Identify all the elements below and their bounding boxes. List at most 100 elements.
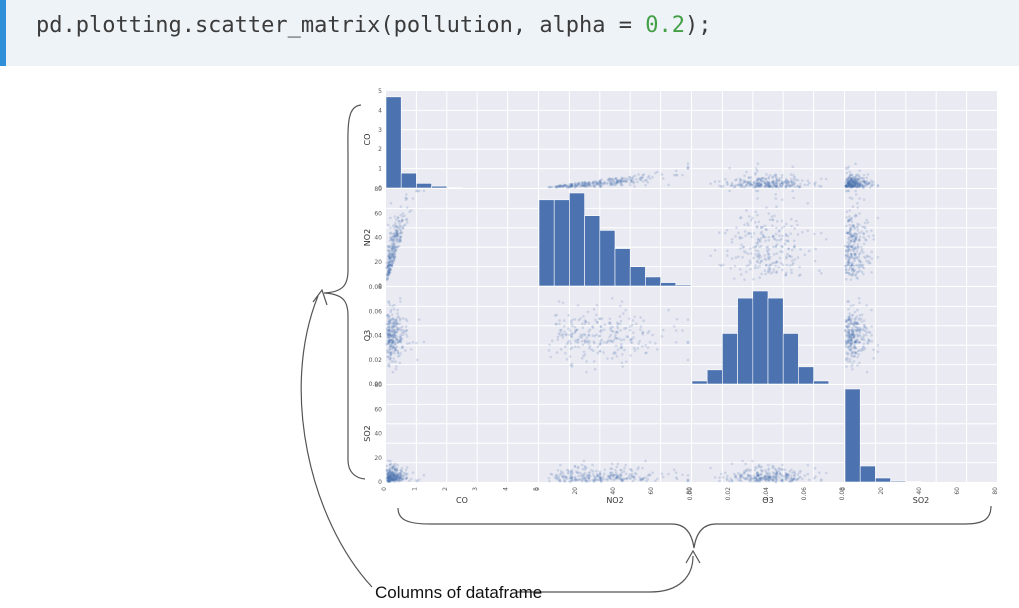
point-O3-SO2-227	[847, 307, 850, 311]
point-NO2-O3-177	[791, 263, 794, 266]
point-SO2-O3-227	[807, 478, 811, 482]
point-NO2-CO-45	[393, 255, 397, 259]
point-O3-NO2-252	[568, 355, 572, 358]
point-NO2-SO2-59	[857, 237, 861, 241]
point-O3-CO-212	[388, 328, 392, 331]
point-O3-CO-109	[387, 362, 391, 366]
point-CO-SO2-167	[848, 176, 851, 179]
point-CO-NO2-201	[660, 173, 664, 176]
point-O3-CO-107	[388, 315, 391, 318]
point-CO-O3-88	[756, 184, 759, 188]
point-NO2-O3-88	[756, 266, 759, 269]
point-NO2-O3-237	[765, 246, 768, 249]
point-NO2-O3-175	[723, 231, 727, 235]
point-O3-SO2-55	[852, 336, 856, 339]
point-O3-NO2-204	[639, 316, 642, 319]
point-CO-NO2-89	[636, 180, 639, 184]
point-NO2-O3-213	[764, 258, 768, 262]
point-CO-SO2-229	[849, 184, 853, 187]
point-NO2-O3-221	[767, 255, 771, 258]
point-O3-SO2-146	[846, 334, 850, 337]
point-SO2-CO-201	[405, 472, 409, 476]
point-CO-SO2-249	[852, 183, 855, 186]
point-O3-SO2-215	[852, 333, 856, 337]
point-O3-NO2-168	[581, 322, 584, 326]
point-NO2-CO-205	[387, 269, 391, 273]
point-NO2-CO-23	[389, 253, 393, 257]
point-NO2-O3-68	[820, 271, 823, 275]
point-O3-NO2-58	[593, 334, 597, 338]
point-CO-SO2-72	[849, 182, 853, 186]
hist-bar-SO2-3	[890, 480, 907, 483]
point-O3-CO-184	[390, 334, 394, 337]
point-O3-SO2-208	[848, 337, 852, 341]
point-CO-NO2-211	[592, 183, 596, 186]
point-O3-CO-33	[395, 327, 399, 330]
point-SO2-NO2-73	[648, 473, 652, 477]
point-O3-NO2-6	[615, 354, 619, 358]
point-NO2-SO2-120	[846, 245, 850, 249]
point-CO-NO2-246	[610, 182, 614, 186]
point-NO2-O3-204	[794, 219, 798, 223]
point-NO2-SO2-134	[862, 232, 866, 236]
point-O3-NO2-111	[609, 328, 612, 331]
point-O3-NO2-223	[607, 339, 610, 342]
point-O3-CO-17	[386, 335, 389, 339]
point-NO2-SO2-117	[862, 235, 866, 239]
point-O3-SO2-119	[845, 365, 848, 368]
point-NO2-SO2-28	[846, 254, 850, 257]
point-O3-SO2-181	[851, 333, 855, 337]
point-O3-SO2-258	[846, 353, 849, 356]
point-O3-SO2-51	[850, 342, 854, 345]
point-O3-NO2-160	[598, 343, 602, 346]
point-O3-NO2-173	[595, 303, 599, 307]
point-CO-NO2-163	[558, 185, 561, 188]
point-O3-NO2-105	[686, 358, 690, 362]
point-NO2-SO2-227	[847, 249, 850, 253]
panel-SO2-vs-CO	[385, 385, 538, 484]
point-CO-O3-122	[779, 182, 782, 186]
point-O3-NO2-133	[645, 351, 648, 354]
point-CO-O3-158	[790, 181, 794, 185]
point-O3-CO-101	[387, 320, 390, 323]
point-O3-CO-93	[392, 332, 396, 336]
point-NO2-O3-128	[763, 236, 767, 239]
point-CO-SO2-138	[866, 182, 869, 186]
point-O3-NO2-19	[644, 351, 647, 355]
point-CO-O3-240	[758, 182, 762, 185]
point-O3-CO-9	[387, 330, 391, 333]
point-O3-CO-48	[388, 304, 392, 307]
point-NO2-SO2-81	[857, 239, 860, 242]
point-O3-SO2-216	[844, 339, 848, 343]
point-CO-O3-44	[781, 184, 784, 187]
point-CO-SO2-61	[852, 180, 856, 184]
point-CO-SO2-216	[844, 184, 848, 188]
point-O3-CO-82	[392, 340, 395, 344]
point-NO2-SO2-16	[848, 238, 851, 242]
point-CO-NO2-240	[573, 182, 577, 185]
panel-background	[692, 189, 844, 286]
point-O3-CO-32	[387, 342, 391, 345]
point-NO2-CO-151	[392, 240, 396, 244]
point-NO2-SO2-112	[847, 261, 851, 265]
point-CO-O3-139	[748, 182, 752, 185]
point-O3-SO2-12	[849, 345, 853, 348]
point-O3-CO-5	[393, 352, 396, 355]
point-O3-SO2-180	[850, 365, 854, 368]
point-O3-NO2-30	[575, 340, 578, 344]
point-NO2-SO2-93	[855, 255, 859, 259]
point-NO2-CO-110	[394, 225, 398, 228]
point-NO2-SO2-56	[853, 240, 857, 244]
point-CO-NO2-153	[569, 184, 572, 188]
point-CO-O3-17	[764, 185, 767, 189]
point-SO2-O3-258	[737, 479, 740, 482]
point-NO2-SO2-71	[862, 198, 866, 202]
point-NO2-O3-250	[755, 226, 759, 229]
point-NO2-CO-173	[393, 247, 396, 251]
point-O3-SO2-36	[860, 317, 863, 321]
point-CO-NO2-34	[626, 177, 630, 181]
point-O3-NO2-16	[609, 339, 613, 343]
point-O3-NO2-172	[646, 331, 650, 335]
point-CO-SO2-27	[853, 181, 856, 185]
point-O3-NO2-191	[568, 339, 572, 343]
